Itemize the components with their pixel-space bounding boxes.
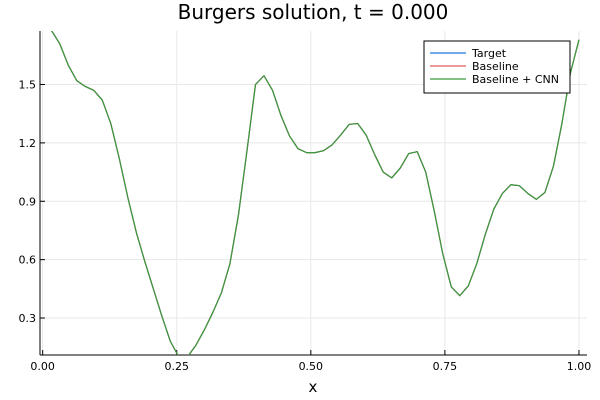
chart-title: Burgers solution, t = 0.000: [178, 0, 449, 24]
x-axis-label: x: [309, 378, 318, 396]
legend-label-2: Baseline + CNN: [472, 73, 559, 86]
series-lines: [51, 31, 580, 355]
x-tick-label-3: 0.75: [433, 360, 458, 373]
legend-label-1: Baseline: [472, 60, 519, 73]
y-tick-label-2: 0.9: [19, 195, 37, 208]
y-tick-label-0: 0.3: [19, 312, 37, 325]
x-tick-label-1: 0.25: [165, 360, 190, 373]
y-tick-label-3: 1.2: [19, 137, 37, 150]
y-tick-label-1: 0.6: [19, 254, 37, 267]
x-tick-label-2: 0.50: [299, 360, 324, 373]
x-tick-label-0: 0.00: [30, 360, 55, 373]
legend-label-0: Target: [471, 47, 507, 60]
series-line-2: [51, 31, 580, 355]
tick-labels: 0.00 0.25 0.50 0.75 1.00 0.3 0.6 0.9 1.2 1.5: [19, 79, 592, 373]
y-tick-label-4: 1.5: [19, 79, 37, 92]
legend-box: [423, 40, 571, 94]
x-tick-label-4: 1.00: [567, 360, 592, 373]
